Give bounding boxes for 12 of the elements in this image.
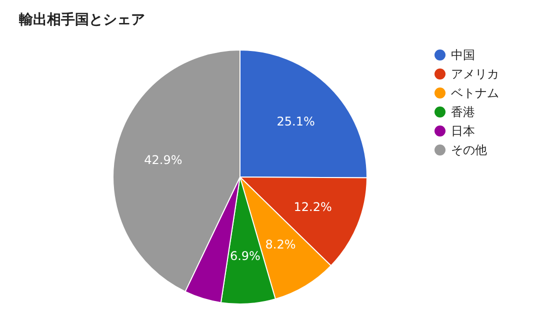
data-label: 25.1%	[276, 114, 315, 129]
legend-label: その他	[451, 143, 487, 158]
data-label: 8.2%	[265, 238, 296, 252]
legend-label: アメリカ	[451, 67, 499, 82]
legend-label: 香港	[451, 105, 475, 120]
data-label: 42.9%	[144, 152, 182, 167]
data-label: 12.2%	[294, 200, 332, 214]
legend-label: ベトナム	[451, 86, 499, 100]
chart-title: 輸出相手国とシェア	[18, 11, 145, 28]
legend-label: 中国	[451, 48, 475, 62]
data-label: 6.9%	[230, 248, 260, 263]
legend-label: 日本	[451, 124, 475, 138]
